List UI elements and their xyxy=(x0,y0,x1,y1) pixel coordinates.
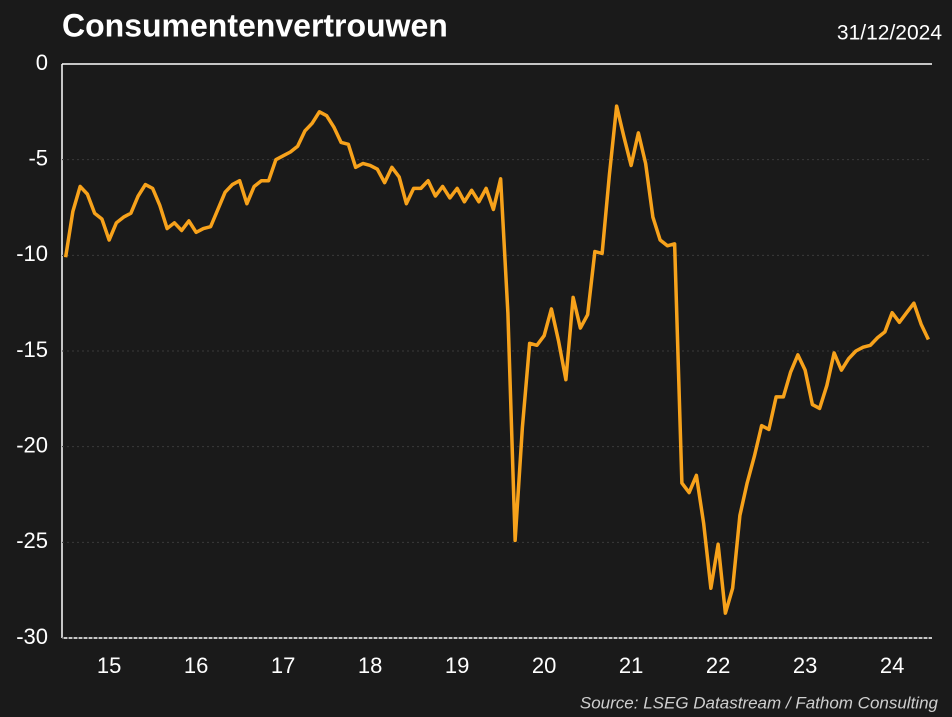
y-tick-label: -10 xyxy=(16,241,48,266)
y-tick-label: -15 xyxy=(16,337,48,362)
x-tick-label: 20 xyxy=(532,653,556,678)
x-tick-label: 23 xyxy=(793,653,817,678)
y-tick-label: -30 xyxy=(16,624,48,649)
y-tick-label: -5 xyxy=(28,145,48,170)
y-tick-label: -25 xyxy=(16,528,48,553)
x-tick-label: 16 xyxy=(184,653,208,678)
y-tick-label: 0 xyxy=(36,50,48,75)
data-line xyxy=(63,104,930,615)
x-tick-label: 21 xyxy=(619,653,643,678)
chart-title: Consumentenvertrouwen xyxy=(62,7,448,43)
source-note: Source: LSEG Datastream / Fathom Consult… xyxy=(580,693,939,712)
x-tick-label: 19 xyxy=(445,653,469,678)
x-tick-label: 17 xyxy=(271,653,295,678)
x-tick-label: 22 xyxy=(706,653,730,678)
y-tick-label: -20 xyxy=(16,432,48,457)
chart-date: 31/12/2024 xyxy=(837,22,942,45)
x-tick-label: 24 xyxy=(880,653,904,678)
x-tick-label: 15 xyxy=(97,653,121,678)
x-tick-label: 18 xyxy=(358,653,382,678)
